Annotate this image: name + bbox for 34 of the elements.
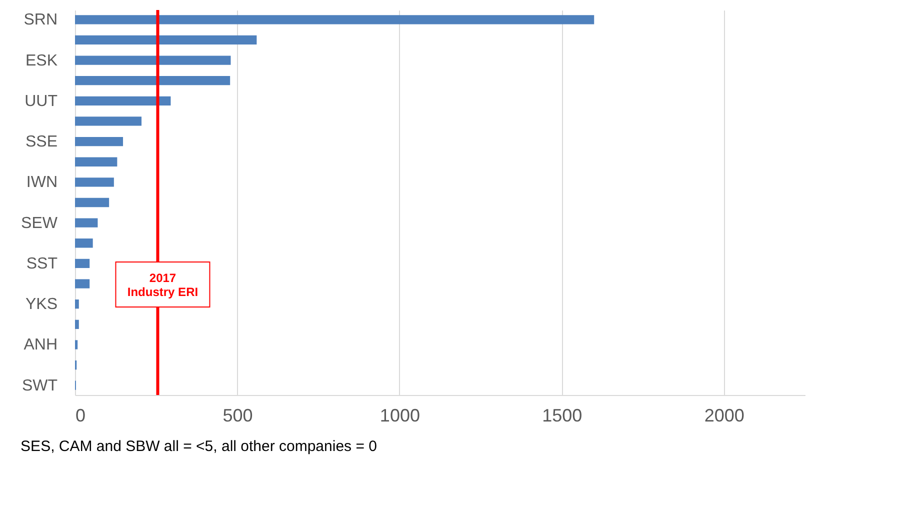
bar (75, 157, 118, 166)
bar (75, 116, 142, 126)
x-tick-label: 1500 (542, 406, 582, 426)
bar (75, 300, 79, 309)
x-tick-label: 0 (76, 406, 86, 426)
text: SES, CAM and SBW all = <5, all other companies = 0 (20, 438, 377, 455)
bar (75, 238, 93, 248)
bar (75, 218, 98, 228)
bar (75, 136, 124, 146)
y-tick-label: ANH (24, 336, 58, 354)
x-tick-label: 500 (222, 406, 253, 426)
x-tick-label: 1000 (380, 406, 420, 426)
y-tick-label: SRN (24, 12, 58, 29)
x-tick-label: 2000 (704, 406, 744, 426)
bar (75, 56, 231, 65)
bar (75, 340, 78, 350)
y-tick-label: UUT (24, 92, 58, 110)
ref-line-label: 2017 Industry ERI (127, 271, 198, 299)
bar (75, 279, 90, 288)
y-tick-label: SST (26, 255, 58, 272)
bar (75, 35, 257, 45)
bar (75, 178, 114, 187)
bar (75, 76, 230, 86)
y-tick-label: SWT (22, 377, 58, 394)
bar (75, 15, 594, 24)
y-tick-label: IWN (26, 174, 58, 192)
y-tick-label: SEW (21, 214, 58, 232)
bar (75, 96, 171, 106)
bar (75, 198, 110, 208)
y-tick-label: ESK (25, 52, 58, 70)
bar (75, 320, 79, 329)
y-tick-label: SSE (25, 134, 58, 151)
bar (75, 258, 90, 268)
y-tick-label: YKS (25, 296, 58, 314)
